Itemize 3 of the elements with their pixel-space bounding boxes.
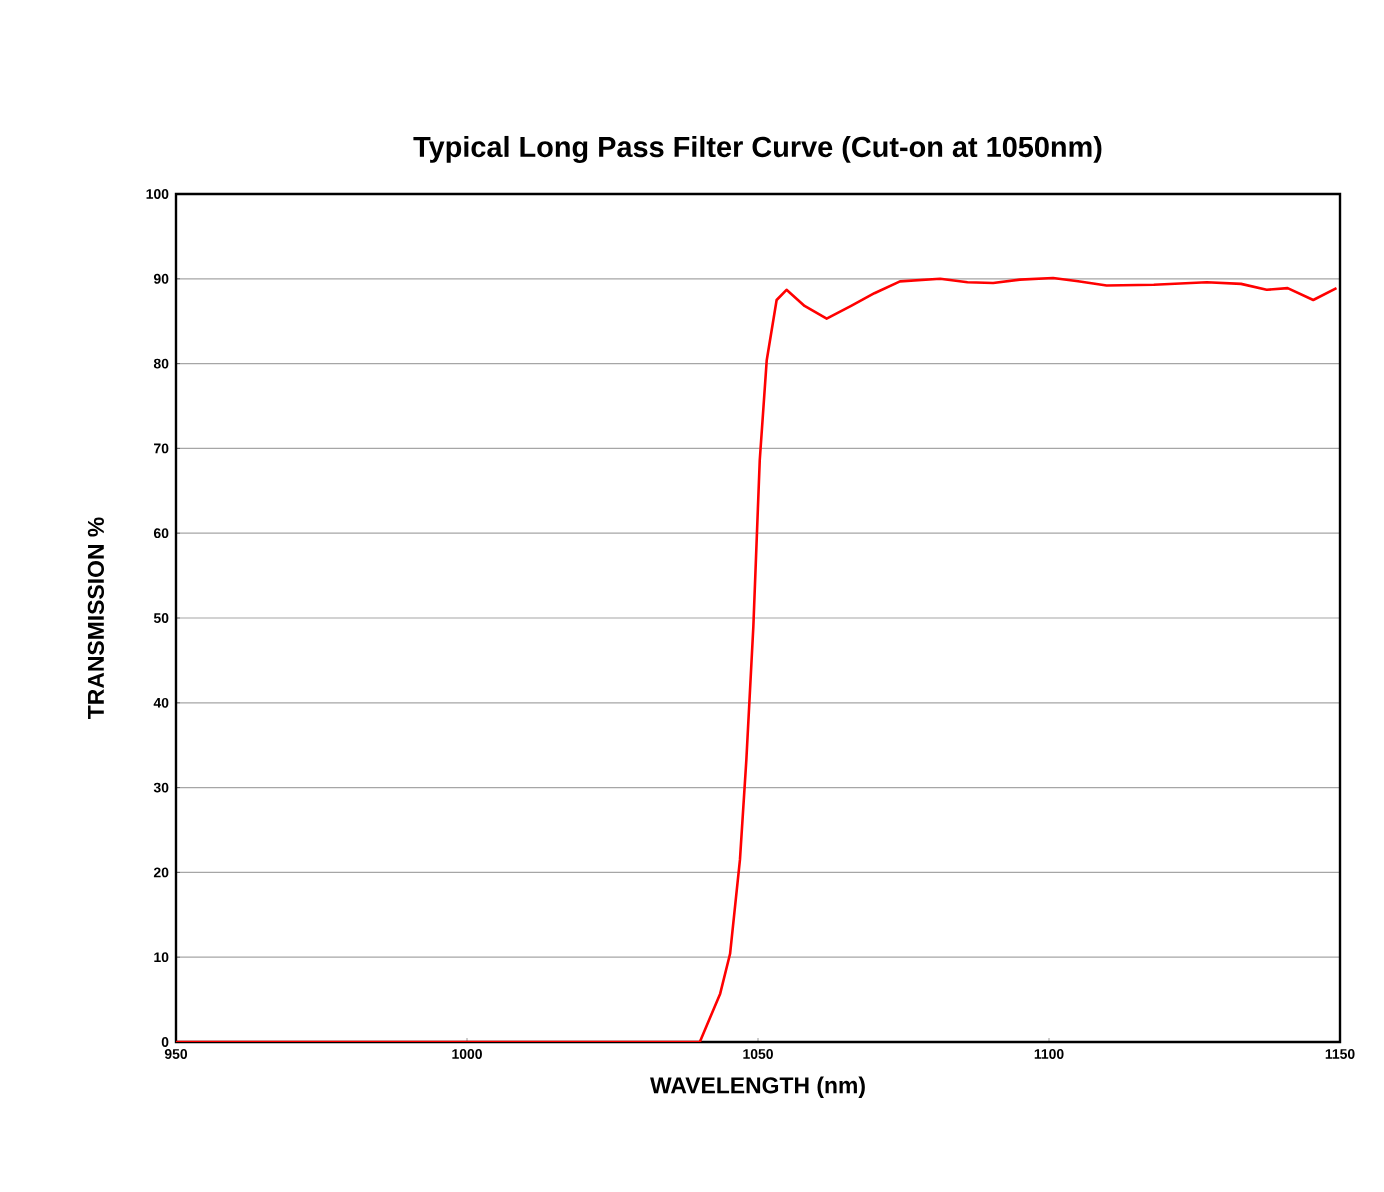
y-axis-title: TRANSMISSION % xyxy=(87,517,104,719)
x-axis-title: WAVELENGTH (nm) xyxy=(650,1076,865,1098)
chart-title: Typical Long Pass Filter Curve (Cut-on at 1050nm) xyxy=(413,135,1102,163)
